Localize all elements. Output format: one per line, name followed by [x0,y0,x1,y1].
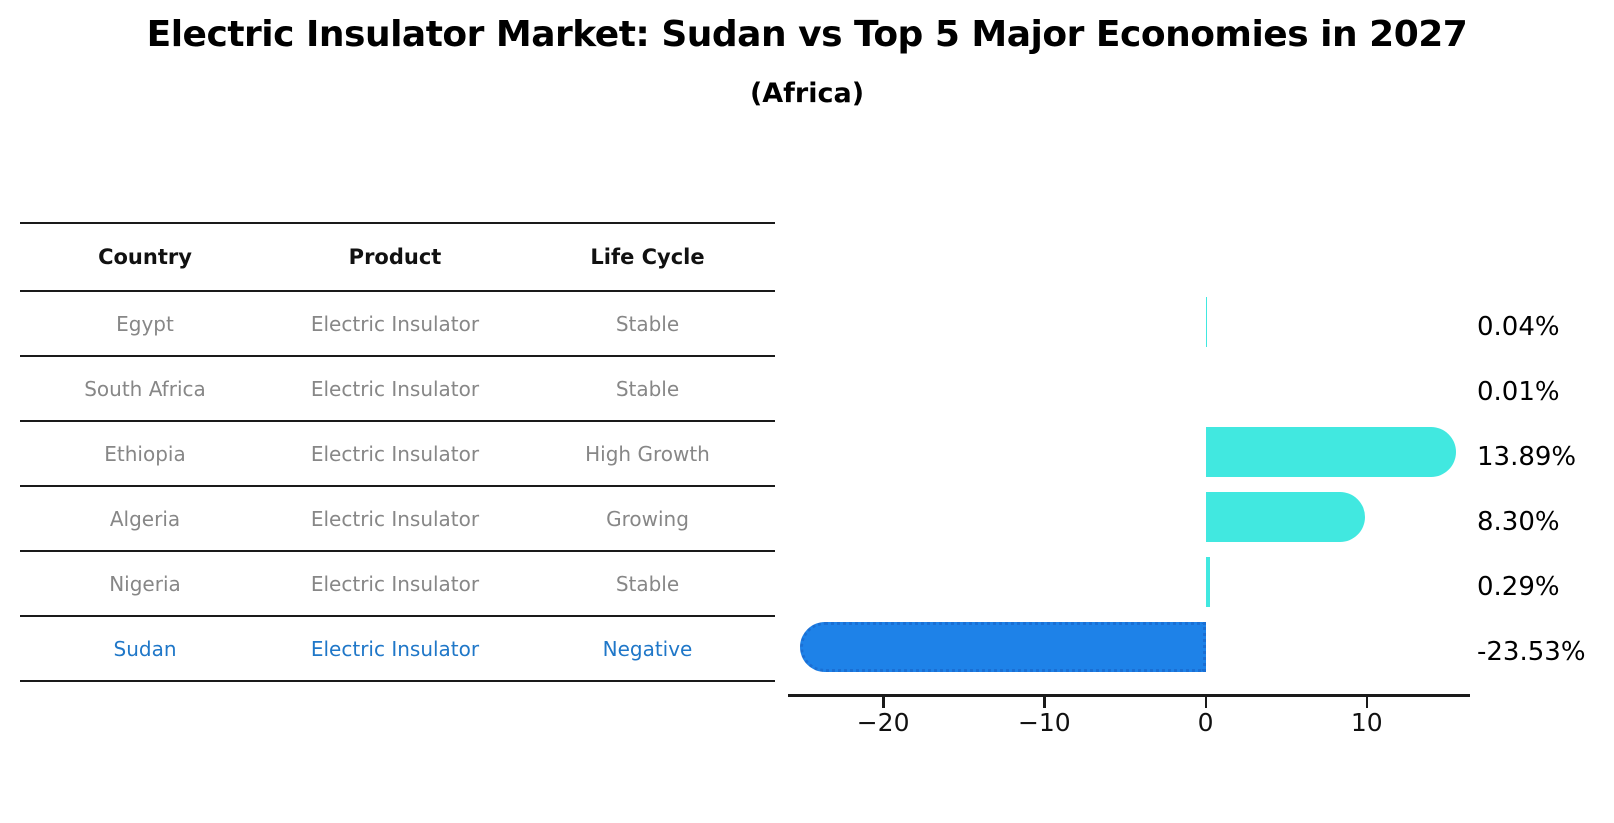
bar-egypt [1205,297,1207,347]
table-row: Sudan Electric Insulator Negative [20,617,775,682]
value-label: 0.29% [1477,572,1560,602]
header-cell-life-cycle: Life Cycle [590,245,705,269]
cell-country: Ethiopia [104,441,186,466]
x-axis-line [788,694,1470,697]
page-subtitle: (Africa) [749,78,865,109]
cell-country: Nigeria [109,571,181,596]
cell-country: Egypt [116,311,174,336]
cell-lifecycle: Stable [615,311,680,336]
cell-lifecycle: Growing [606,506,689,531]
bar-nigeria [1205,557,1211,607]
header-cell-country: Country [98,245,192,269]
x-axis-tick [1204,697,1208,708]
cell-country: Sudan [113,636,177,661]
x-axis-tick [1365,697,1369,708]
table-row: Egypt Electric Insulator Stable [20,292,775,357]
table-row: Nigeria Electric Insulator Stable [20,552,775,617]
cell-product: Electric Insulator [310,636,480,661]
x-axis-tick-label: −10 [1017,708,1071,737]
header-cell-product: Product [348,245,442,269]
x-axis-tick-label: 10 [1350,708,1383,737]
cell-lifecycle: Stable [615,376,680,401]
value-label: 8.30% [1477,507,1560,537]
cell-product: Electric Insulator [310,376,480,401]
cell-lifecycle: Stable [615,571,680,596]
table-row: Ethiopia Electric Insulator High Growth [20,422,775,487]
x-axis-tick [1043,697,1046,708]
page-title: Electric Insulator Market: Sudan vs Top … [146,14,1468,55]
x-axis-tick [882,697,885,708]
cell-lifecycle: High Growth [585,441,710,466]
value-label: -23.53% [1477,637,1586,667]
table-row: Algeria Electric Insulator Growing [20,487,775,552]
table-header-row: Country Product Life Cycle [20,224,775,292]
cell-country: South Africa [84,376,206,401]
cell-product: Electric Insulator [310,311,480,336]
value-label: 13.89% [1477,442,1577,472]
x-axis-tick-label: −20 [856,708,910,737]
value-label: 0.01% [1477,377,1560,407]
cell-product: Electric Insulator [310,571,480,596]
bar-ethiopia [1205,427,1456,477]
bar-sudan [800,622,1206,672]
value-label: 0.04% [1477,312,1560,342]
cell-product: Electric Insulator [310,506,480,531]
table-row: South Africa Electric Insulator Stable [20,357,775,422]
x-axis-tick-label: 0 [1197,708,1214,737]
cell-lifecycle: Negative [602,636,693,661]
cell-country: Algeria [109,506,181,531]
comparison-table: Country Product Life Cycle Egypt Electric In… [20,222,775,682]
cell-product: Electric Insulator [310,441,480,466]
bar-algeria [1205,492,1366,542]
